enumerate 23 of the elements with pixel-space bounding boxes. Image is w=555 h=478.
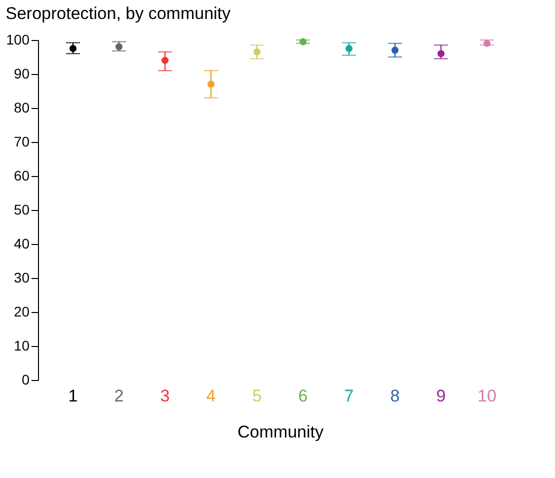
x-tick-label: 1 <box>68 386 78 406</box>
y-tick-label: 20 <box>14 304 30 320</box>
x-tick-label: 2 <box>114 386 124 406</box>
x-tick-label: 3 <box>160 386 170 406</box>
x-tick-label: 10 <box>478 386 496 406</box>
x-tick-label: 4 <box>206 386 216 406</box>
y-tick-label: 50 <box>14 202 30 218</box>
y-tick-label: 30 <box>14 270 30 286</box>
x-tick-label: 6 <box>298 386 308 406</box>
x-tick-label: 5 <box>252 386 262 406</box>
y-tick-label: 90 <box>14 66 30 82</box>
chart-title: Seroprotection, by community <box>6 4 232 23</box>
y-tick-label: 10 <box>14 338 30 354</box>
y-tick-label: 60 <box>14 168 30 184</box>
x-axis-title: Community <box>238 422 324 442</box>
x-tick-label: 9 <box>436 386 446 406</box>
x-tick-label: 8 <box>390 386 400 406</box>
y-tick-label: 0 <box>22 372 30 388</box>
y-tick-label: 80 <box>14 100 30 116</box>
x-tick-label: 7 <box>344 386 354 406</box>
y-tick-label: 100 <box>6 32 30 48</box>
y-tick-label: 40 <box>14 236 30 252</box>
y-tick-label: 70 <box>14 134 30 150</box>
